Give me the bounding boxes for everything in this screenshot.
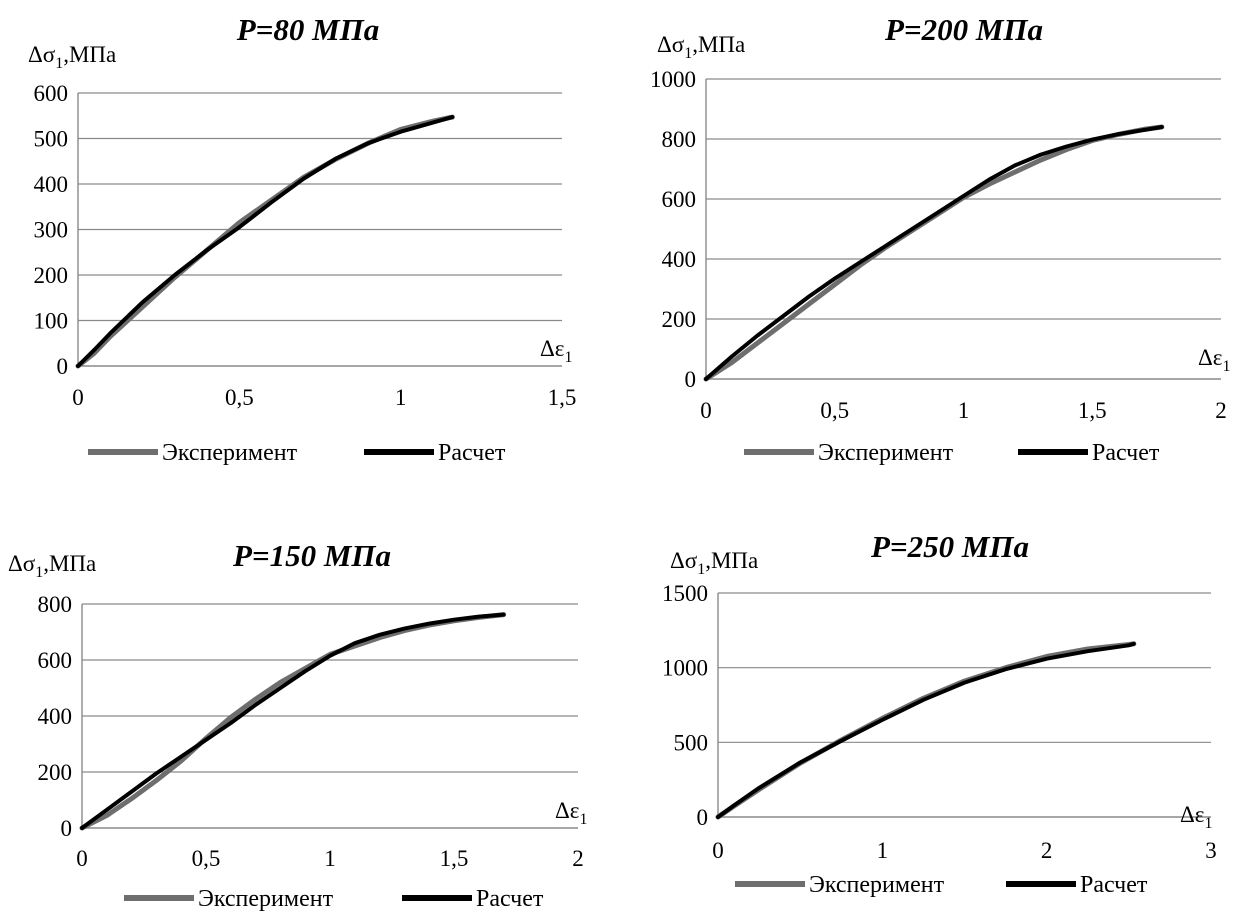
legend-label: Эксперимент [818, 440, 954, 466]
x-tick-label: 0 [712, 838, 724, 863]
chart-title: P=250 МПа [870, 529, 1029, 564]
chart-panel-2: 0 200 400 600 800 1000 0 0,5 1 1,5 2 P=200 МПа Δσ1,М… [650, 12, 1230, 466]
y-tick-label: 400 [34, 172, 69, 197]
y-tick-label: 400 [662, 247, 697, 272]
x-axis-label: Δε1 [1198, 345, 1230, 375]
y-tick-label: 0 [61, 816, 73, 841]
series-line-calculation [80, 612, 506, 830]
x-tick-label: 1 [877, 838, 889, 863]
x-tick-label: 1 [395, 385, 407, 410]
y-tick-label: 500 [674, 730, 709, 755]
x-axis-label: Δε1 [555, 798, 587, 828]
series-line-experiment [75, 114, 455, 369]
y-tick-label: 400 [38, 704, 73, 729]
y-tick-label: 1500 [662, 581, 708, 606]
y-tick-label: 800 [662, 127, 697, 152]
y-tick-label: 200 [34, 263, 69, 288]
chart-panel-1: 0 100 200 300 400 500 600 0 0,5 1 1,5 P=80 МПа Δσ1,М… [28, 12, 576, 466]
legend-label: Эксперимент [162, 440, 298, 466]
x-tick-label: 2 [1215, 398, 1227, 423]
series-line-calculation [704, 125, 1164, 381]
x-tick-label: 0,5 [225, 385, 254, 410]
legend-label: Расчет [1092, 440, 1160, 466]
x-axis-label: Δε1 [1180, 802, 1212, 832]
x-tick-label: 2 [1041, 838, 1053, 863]
y-axis-label: Δσ1,МПа [8, 551, 96, 581]
legend-label: Эксперимент [198, 886, 334, 912]
y-tick-label: 1000 [650, 67, 696, 92]
y-tick-label: 0 [685, 367, 697, 392]
series-line-experiment [715, 641, 1137, 820]
x-tick-label: 3 [1205, 838, 1217, 863]
y-axis-label: Δσ1,МПа [657, 32, 745, 62]
y-tick-label: 500 [34, 127, 69, 152]
x-tick-label: 2 [572, 846, 584, 871]
x-tick-label: 1,5 [1078, 398, 1107, 423]
chart-title: P=150 МПа [232, 538, 391, 573]
legend-label: Расчет [438, 440, 506, 466]
x-tick-label: 0 [72, 385, 84, 410]
y-tick-label: 600 [34, 81, 69, 106]
y-tick-label: 100 [34, 309, 69, 334]
x-tick-label: 0,5 [192, 846, 221, 871]
x-tick-label: 0 [76, 846, 88, 871]
y-tick-label: 800 [38, 592, 73, 617]
x-tick-label: 1 [324, 846, 336, 871]
x-tick-label: 1,5 [548, 385, 577, 410]
x-tick-label: 0,5 [820, 398, 849, 423]
x-axis-label: Δε1 [540, 336, 572, 366]
chart-panel-4: 0 500 1000 1500 0 1 2 3 P=250 МПа Δσ1,МПа Δε1 Экспе… [662, 529, 1217, 898]
series-line-calculation [716, 641, 1136, 819]
y-tick-label: 1000 [662, 656, 708, 681]
y-tick-label: 600 [38, 648, 73, 673]
chart-title: P=80 МПа [236, 12, 380, 47]
y-tick-label: 200 [662, 307, 697, 332]
series-line-experiment [79, 612, 507, 831]
y-axis-label: Δσ1,МПа [28, 42, 116, 72]
legend-label: Эксперимент [809, 872, 945, 898]
y-axis-label: Δσ1,МПа [670, 548, 758, 578]
y-tick-label: 600 [662, 187, 697, 212]
legend-label: Расчет [1080, 872, 1148, 898]
legend-label: Расчет [476, 886, 544, 912]
chart-title: P=200 МПа [884, 12, 1043, 47]
x-tick-label: 0 [700, 398, 712, 423]
x-tick-label: 1 [958, 398, 970, 423]
series-line-experiment [703, 124, 1165, 382]
chart-panel-3: 0 200 400 600 800 0 0,5 1 1,5 2 P=150 МПа Δσ1,МПа Δε… [8, 538, 587, 912]
y-tick-label: 200 [38, 760, 73, 785]
x-tick-label: 1,5 [440, 846, 469, 871]
y-tick-label: 0 [697, 805, 709, 830]
y-tick-label: 0 [57, 354, 69, 379]
y-tick-label: 300 [34, 218, 69, 243]
series-line-calculation [76, 115, 455, 368]
